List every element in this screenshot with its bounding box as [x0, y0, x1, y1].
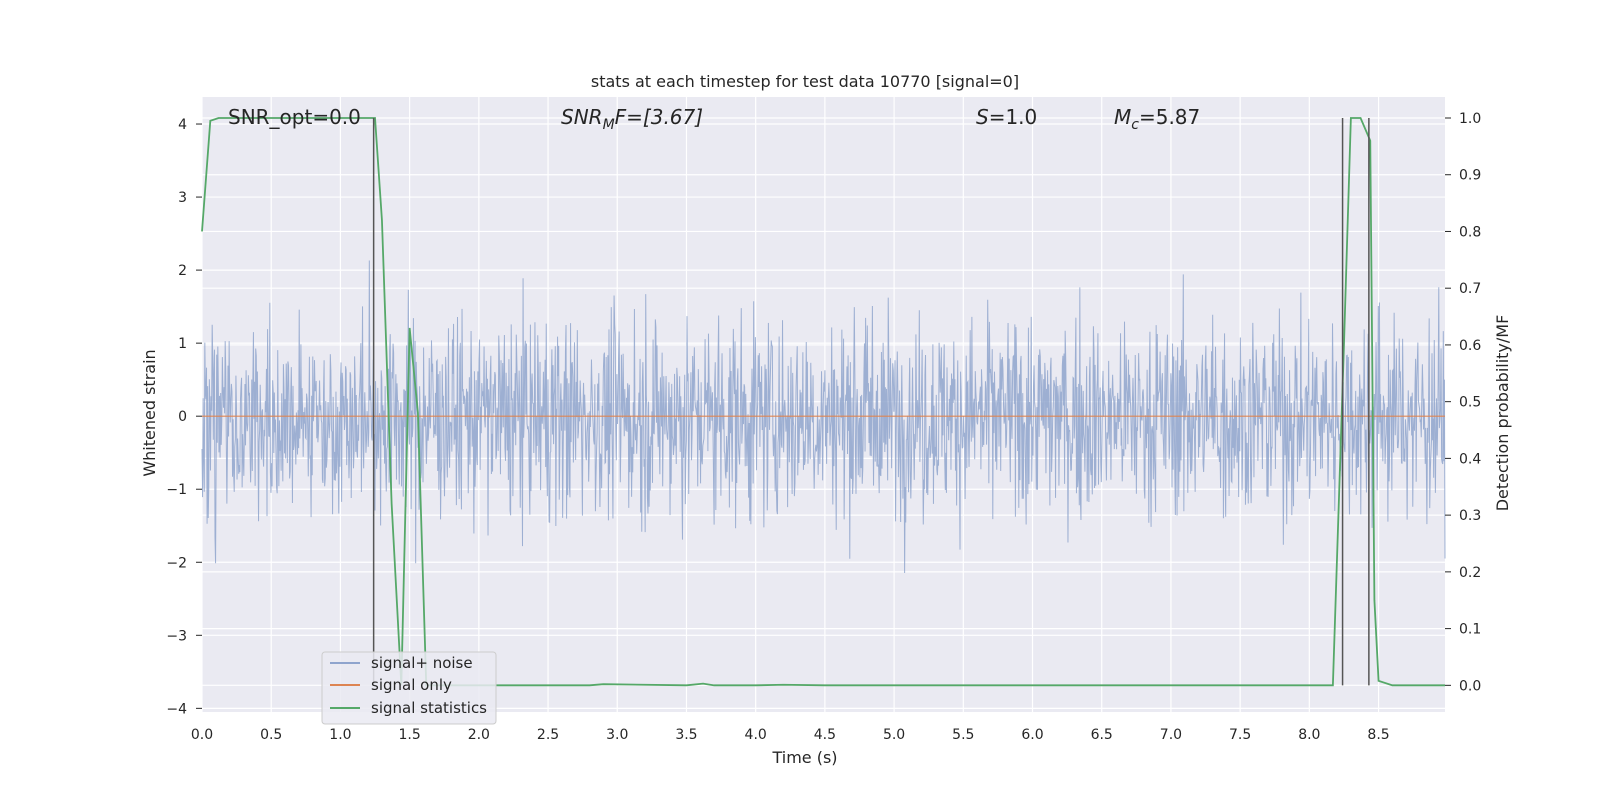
annotation-snr-mf-sub: M [603, 117, 615, 133]
y-right-tick-label: 0.6 [1459, 338, 1481, 354]
x-tick-label: 0.0 [191, 727, 213, 743]
y-right-tick-label: 0.1 [1459, 622, 1481, 638]
legend-box [321, 651, 497, 725]
chart-title: stats at each timestep for test data 107… [591, 72, 1019, 91]
y-left-tick-label: 2 [178, 263, 187, 279]
x-tick-label: 7.5 [1229, 727, 1251, 743]
noise-series [201, 260, 1446, 573]
annotation-s-main: S [976, 105, 989, 129]
series-lines [201, 117, 1445, 687]
annotation-mc-sub: c [1131, 117, 1139, 133]
y-left-tick-label: 1 [178, 336, 187, 352]
x-tick-label: 6.5 [1091, 727, 1113, 743]
y-left-tick-label: −3 [166, 628, 187, 644]
noise-trace [201, 260, 1446, 573]
x-tick-label: 2.0 [468, 727, 490, 743]
y-left-tick-label: 4 [178, 117, 187, 133]
x-tick-label: 5.0 [883, 727, 905, 743]
annotation-snr-mf-main: SNR [561, 105, 603, 129]
x-tick-label: 4.0 [745, 727, 767, 743]
y-axis-left-ticks: 4 3 2 1 0 −1 −2 −3 −4 [166, 117, 202, 717]
x-tick-label: 1.5 [398, 727, 420, 743]
y-right-tick-label: 0.4 [1459, 451, 1481, 467]
vertical-markers [372, 117, 1370, 686]
y-right-tick-label: 0.0 [1459, 678, 1481, 694]
y-left-tick-label: 3 [178, 190, 187, 206]
x-tick-label: 7.0 [1160, 727, 1182, 743]
y-right-tick-label: 0.3 [1459, 508, 1481, 524]
y-left-tick-label: −2 [166, 555, 187, 571]
y-axis-left-label: Whitened strain [140, 349, 159, 476]
x-tick-label: 8.0 [1298, 727, 1320, 743]
legend-label-signal: signal only [371, 676, 452, 694]
y-right-tick-label: 0.5 [1459, 395, 1481, 411]
legend-label-noise: signal+ noise [371, 654, 473, 672]
signal-statistics-line [201, 117, 1445, 687]
legend: signal+ noise signal only signal statist… [321, 651, 497, 725]
x-axis-label: Time (s) [771, 748, 837, 767]
x-tick-label: 3.5 [675, 727, 697, 743]
legend-label-statistics: signal statistics [371, 699, 487, 717]
annotation-snr-mf: SNRMF=[3.67] [561, 105, 703, 133]
annotation-snr-opt: SNR_opt=0.0 [228, 105, 361, 129]
y-right-tick-label: 0.2 [1459, 565, 1481, 581]
y-right-tick-label: 0.8 [1459, 224, 1481, 240]
annotation-mc-rest: =5.87 [1139, 105, 1200, 129]
y-right-tick-label: 0.7 [1459, 281, 1481, 297]
y-right-tick-label: 1.0 [1459, 111, 1481, 127]
y-axis-right-ticks: 1.0 0.9 0.8 0.7 0.6 0.5 0.4 0.3 0.2 0.1 0.0 [1445, 111, 1481, 694]
y-left-tick-label: −1 [166, 482, 187, 498]
x-tick-label: 6.0 [1021, 727, 1043, 743]
x-axis-ticks: 0.0 0.5 1.0 1.5 2.0 2.5 3.0 3.5 4.0 4.5 5.0 5.5 6.0 6… [191, 727, 1390, 743]
y-left-tick-label: −4 [166, 701, 187, 717]
x-tick-label: 4.5 [814, 727, 836, 743]
x-tick-label: 5.5 [952, 727, 974, 743]
x-tick-label: 8.5 [1367, 727, 1389, 743]
annotation-mc: Mc=5.87 [1114, 105, 1200, 133]
x-tick-label: 1.0 [329, 727, 351, 743]
annotation-mc-main: M [1114, 105, 1131, 129]
annotation-snr-mf-rest: F=[3.67] [615, 105, 703, 129]
annotation-s: S=1.0 [976, 105, 1037, 129]
x-tick-label: 0.5 [260, 727, 282, 743]
x-tick-label: 2.5 [537, 727, 559, 743]
y-left-tick-label: 0 [178, 409, 187, 425]
x-tick-label: 3.0 [606, 727, 628, 743]
y-right-tick-label: 0.9 [1459, 168, 1481, 184]
annotation-s-rest: =1.0 [989, 105, 1038, 129]
y-axis-right-label: Detection probability/MF [1493, 315, 1512, 512]
